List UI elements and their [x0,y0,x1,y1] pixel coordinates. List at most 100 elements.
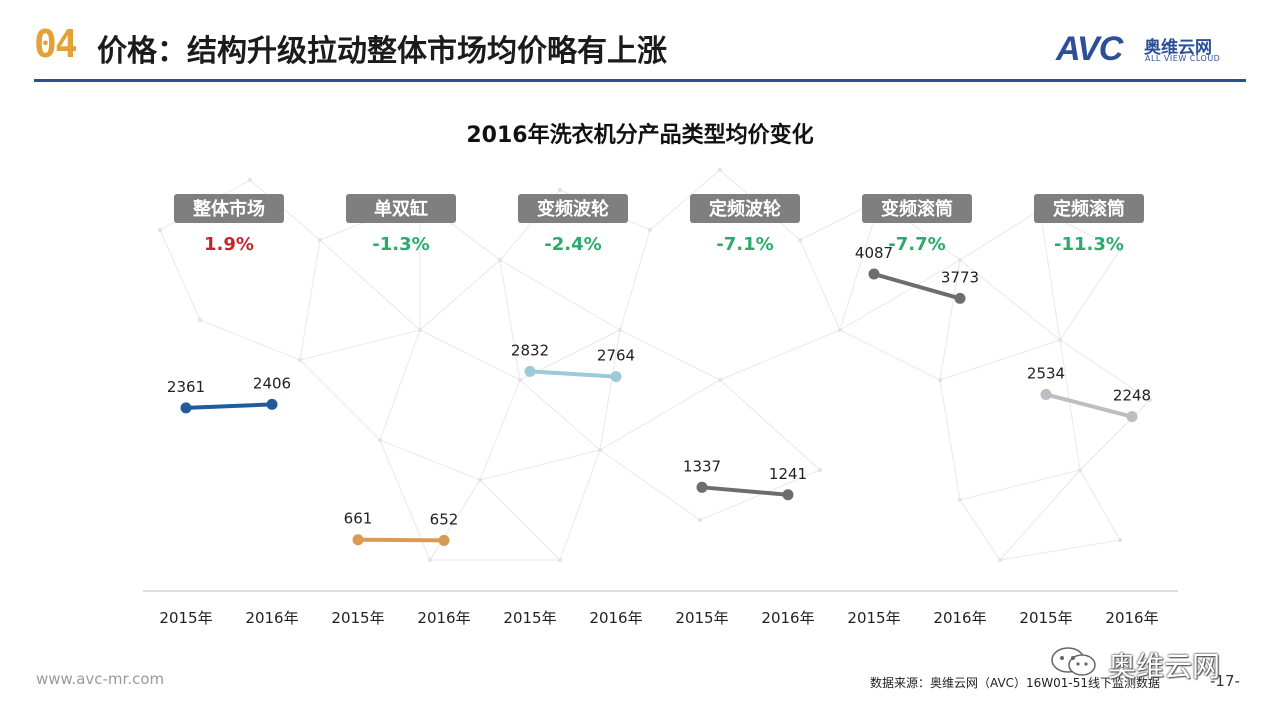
footer-url: www.avc-mr.com [36,670,165,688]
data-label: 1337 [683,457,721,475]
background-link [249,179,321,241]
series-change-label: 1.9% [204,234,254,255]
background-link [719,329,841,381]
background-node [318,238,322,242]
avc-logo: AVC 奥维云网 ALL VIEW CLOUD [1056,30,1246,70]
background-link [599,329,621,451]
data-label: 661 [344,510,373,528]
background-link [419,259,501,331]
background-node [998,558,1002,562]
background-link [559,449,601,561]
background-link [959,259,1061,341]
data-label: 2406 [253,374,291,392]
background-node [558,558,562,562]
background-node [1148,398,1152,402]
data-label: 2361 [167,378,205,396]
x-tick-label: 2015年 [847,609,900,627]
background-link [939,379,961,501]
series-6: 定频滚筒 -11.3% 2534 2015年 2248 2016年 [1019,194,1159,627]
background-link [939,259,961,381]
series-line [184,402,274,410]
x-tick-label: 2016年 [417,609,470,627]
background-node [498,258,502,262]
logo-english-text: ALL VIEW CLOUD [1145,54,1221,63]
data-point [868,268,880,280]
background-link [379,329,421,441]
logo-chinese-text: 奥维云网 [1144,38,1212,58]
background-link [1079,399,1151,471]
data-label: 2764 [597,347,635,365]
background-link [299,329,421,361]
data-point [1040,388,1052,400]
series-change-label: -1.3% [372,234,429,255]
background-link [499,259,621,331]
section-number: 04 [34,22,78,66]
data-label: 3773 [941,268,979,286]
background-link [1059,339,1151,401]
background-node [1118,248,1122,252]
background-node [298,358,302,362]
data-point [180,402,192,414]
series-badge [346,194,456,223]
x-tick-label: 2015年 [503,609,556,627]
series-label: 单双缸 [374,198,428,220]
background-node [418,328,422,332]
x-tick-label: 2016年 [761,609,814,627]
data-point [438,534,450,546]
data-label: 4087 [855,244,893,262]
x-tick-label: 2016年 [933,609,986,627]
background-node [958,258,962,262]
background-link [499,259,521,381]
background-node [428,558,432,562]
page-number: -17- [1210,672,1240,690]
x-tick-label: 2015年 [1019,609,1072,627]
background-node [158,228,162,232]
background-link [959,499,1001,561]
series-badge [1034,194,1144,223]
background-link [479,449,601,481]
background-link [429,479,481,561]
data-point [524,365,536,377]
series-line [700,485,790,497]
header-divider [34,79,1246,82]
background-link [299,239,321,361]
background-node [938,378,942,382]
background-node [1078,468,1082,472]
background-link [799,239,841,331]
background-link [479,479,561,561]
series-label: 定频滚筒 [1053,198,1125,220]
background-link [299,359,381,441]
data-point [954,292,966,304]
data-point [696,481,708,493]
background-node [698,518,702,522]
background-node [798,238,802,242]
background-node [1118,538,1122,542]
series-label: 整体市场 [192,198,265,220]
data-point [352,534,364,546]
series-line [528,369,618,379]
background-link [699,469,821,521]
series-change-label: -7.7% [888,234,945,255]
series-change-label: -11.3% [1054,234,1124,255]
background-link [999,539,1121,561]
background-link [839,329,941,381]
series-change-label: -2.4% [544,234,601,255]
background-node [648,228,652,232]
chart-plot-area: 整体市场 1.9% 2361 2015年 2406 2016年 单双缸 -1.3% 661 201… [143,194,1178,627]
background-link [959,209,1041,261]
data-label: 2534 [1027,364,1065,382]
x-tick-label: 2016年 [1105,609,1158,627]
data-label: 2248 [1113,387,1151,405]
data-source-note: 数据来源：奥维云网（AVC）16W01-51线下监测数据 [870,676,1161,690]
logo-avc-text: AVC [1056,30,1123,68]
data-point [782,489,794,501]
x-tick-label: 2016年 [245,609,298,627]
background-link [419,329,521,381]
series-badge [862,194,972,223]
series-1: 整体市场 1.9% 2361 2015年 2406 2016年 [159,194,299,627]
background-link [999,469,1081,561]
background-link [1059,249,1121,341]
series-2: 单双缸 -1.3% 661 2015年 652 2016年 [331,194,471,627]
background-link [1039,209,1061,341]
